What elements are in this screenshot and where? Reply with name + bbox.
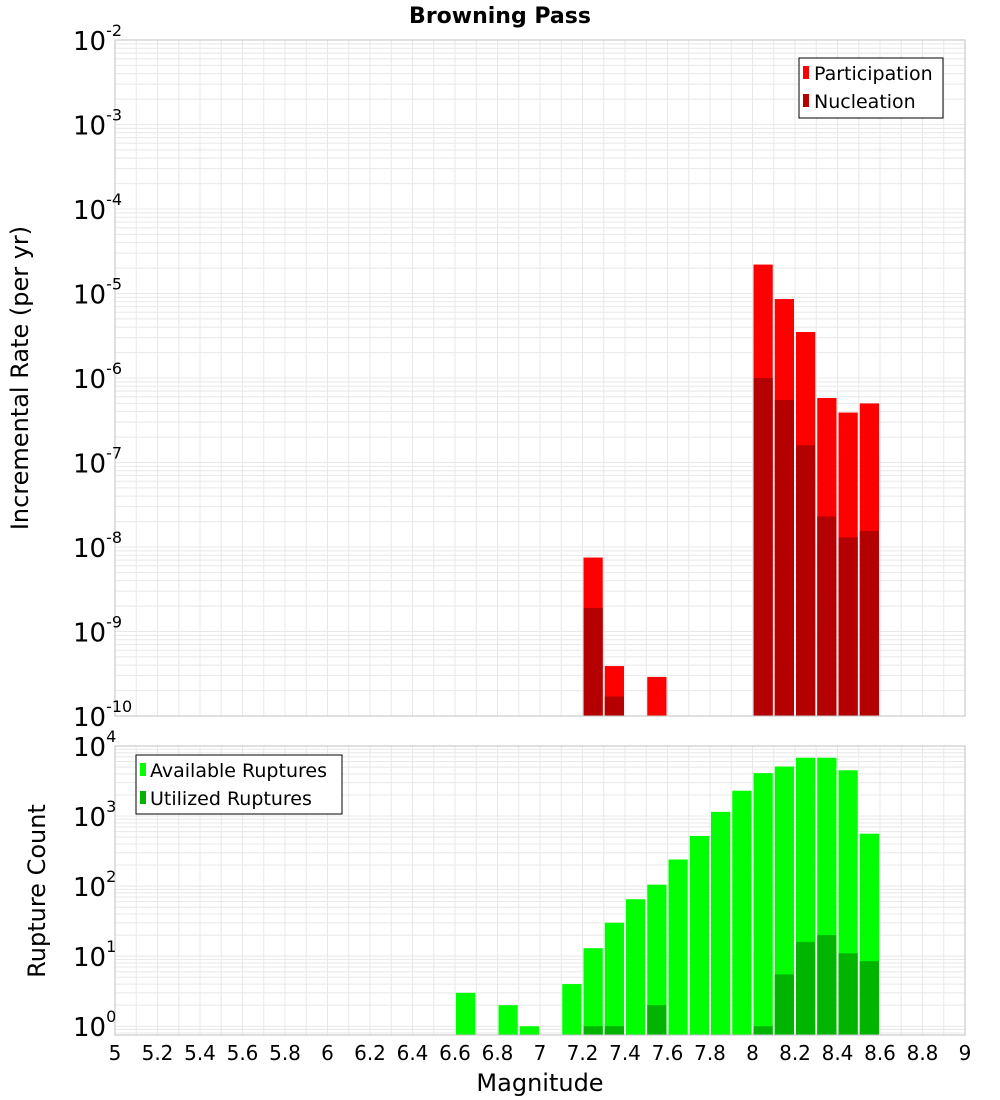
chart-title: Browning Pass — [409, 4, 591, 29]
x-tick-label: 5.6 — [227, 1041, 259, 1065]
bottom-bar-utilized-ruptures — [604, 1026, 624, 1035]
x-tick-label: 7 — [534, 1041, 547, 1065]
bottom-bar-utilized-ruptures — [859, 961, 879, 1035]
top-y-tick-labels: 10-2 10-3 10-4 10-5 10-6 10-7 10-8 10-9 10-10 — [73, 21, 132, 733]
bottom-plot-border — [114, 745, 966, 1036]
bottom-bar-available-ruptures — [456, 992, 476, 1035]
bottom-bar-available-ruptures — [626, 899, 646, 1035]
top-bar-nucleation — [838, 537, 858, 716]
y-tick-label: 104 — [73, 727, 116, 763]
bottom-legend-box — [135, 754, 343, 815]
legend-swatch-available-ruptures — [140, 763, 146, 776]
bottom-bar-utilized-ruptures — [647, 1005, 667, 1035]
bottom-bar-available-ruptures — [753, 773, 773, 1035]
x-axis-label: Magnitude — [476, 1069, 603, 1097]
top-plot-border — [114, 39, 966, 717]
legend-label-nucleation: Nucleation — [814, 91, 916, 113]
top-bar-nucleation — [753, 378, 773, 716]
bottom-y-tick-labels: 104 103 102 101 100 — [73, 727, 116, 1043]
top-bar-nucleation — [859, 530, 879, 716]
bottom-legend: Available Ruptures Utilized Ruptures — [135, 754, 343, 815]
bottom-y-axis-label: Rupture Count — [23, 804, 51, 978]
top-bar-participation — [647, 676, 667, 716]
top-bar-nucleation — [796, 445, 816, 716]
participation-panel: 10-2 10-3 10-4 10-5 10-6 10-7 10-8 10-9 10-10 In… — [6, 21, 966, 733]
bottom-bar-available-ruptures — [774, 766, 794, 1035]
x-tick-label: 5.4 — [184, 1041, 216, 1065]
rupture-count-panel: 104 103 102 101 100 5 5.2 5.4 5.6 5.8 6 6.2 6.4 6.6 6… — [23, 727, 971, 1097]
bottom-bar-utilized-ruptures — [753, 1026, 773, 1035]
bottom-bar-available-ruptures — [583, 948, 603, 1035]
y-tick-label: 100 — [73, 1007, 116, 1043]
y-tick-label: 10-10 — [73, 697, 132, 733]
x-tick-label: 5.8 — [269, 1041, 301, 1065]
bottom-bar-available-ruptures — [711, 811, 731, 1035]
x-tick-labels: 5 5.2 5.4 5.6 5.8 6 6.2 6.4 6.6 6.8 7 7.2 7.4 7.6 7.8 8… — [109, 1041, 972, 1065]
bottom-bar-available-ruptures — [519, 1026, 539, 1035]
y-tick-label: 101 — [73, 937, 116, 973]
top-grid — [114, 39, 966, 717]
y-tick-label: 10-7 — [73, 444, 122, 480]
bottom-bar-available-ruptures — [604, 922, 624, 1035]
top-bar-nucleation — [583, 607, 603, 716]
x-tick-label: 5 — [109, 1041, 122, 1065]
x-tick-label: 8.4 — [822, 1041, 854, 1065]
x-tick-label: 5.2 — [142, 1041, 174, 1065]
top-bars — [583, 264, 879, 716]
top-legend-box — [798, 57, 944, 119]
x-tick-label: 8.2 — [779, 1041, 811, 1065]
y-tick-label: 10-9 — [73, 613, 122, 649]
x-tick-label: 6.4 — [397, 1041, 429, 1065]
x-tick-label: 8 — [746, 1041, 759, 1065]
x-tick-label: 6.8 — [482, 1041, 514, 1065]
bottom-bar-available-ruptures — [732, 790, 752, 1035]
legend-swatch-nucleation — [803, 94, 809, 107]
bottom-bar-utilized-ruptures — [796, 941, 816, 1035]
y-tick-label: 103 — [73, 797, 116, 833]
x-tick-label: 9 — [959, 1041, 972, 1065]
x-tick-label: 7.8 — [694, 1041, 726, 1065]
x-tick-label: 7.6 — [652, 1041, 684, 1065]
bottom-bar-utilized-ruptures — [817, 935, 837, 1035]
x-tick-label: 6.6 — [439, 1041, 471, 1065]
top-bar-nucleation — [604, 696, 624, 716]
bottom-bar-utilized-ruptures — [838, 953, 858, 1035]
legend-label-utilized-ruptures: Utilized Ruptures — [150, 788, 312, 810]
legend-label-participation: Participation — [814, 63, 933, 85]
top-legend: Participation Nucleation — [798, 57, 944, 119]
top-y-axis-label: Incremental Rate (per yr) — [6, 226, 34, 530]
x-tick-label: 6.2 — [354, 1041, 386, 1065]
x-tick-label: 7.4 — [609, 1041, 641, 1065]
bottom-bar-utilized-ruptures — [583, 1026, 603, 1035]
bottom-bars — [456, 757, 879, 1035]
y-tick-label: 10-8 — [73, 528, 122, 564]
y-tick-label: 10-5 — [73, 275, 122, 311]
top-bar-nucleation — [774, 399, 794, 716]
y-tick-label: 10-6 — [73, 359, 122, 395]
bottom-bar-available-ruptures — [647, 884, 667, 1035]
legend-swatch-participation — [803, 66, 809, 79]
legend-label-available-ruptures: Available Ruptures — [150, 760, 327, 782]
bottom-bar-available-ruptures — [668, 859, 688, 1035]
y-tick-label: 10-3 — [73, 106, 122, 142]
y-tick-label: 10-4 — [73, 190, 122, 226]
bottom-bar-available-ruptures — [562, 984, 582, 1035]
x-tick-label: 8.6 — [864, 1041, 896, 1065]
x-tick-label: 7.2 — [567, 1041, 599, 1065]
top-bar-nucleation — [817, 516, 837, 716]
bottom-bar-available-ruptures — [498, 1005, 518, 1035]
legend-swatch-utilized-ruptures — [140, 791, 146, 804]
x-tick-label: 6 — [321, 1041, 334, 1065]
x-tick-label: 8.8 — [907, 1041, 939, 1065]
bottom-bar-utilized-ruptures — [774, 974, 794, 1035]
bottom-bar-available-ruptures — [689, 835, 709, 1035]
y-tick-label: 102 — [73, 867, 116, 903]
y-tick-label: 10-2 — [73, 21, 122, 57]
